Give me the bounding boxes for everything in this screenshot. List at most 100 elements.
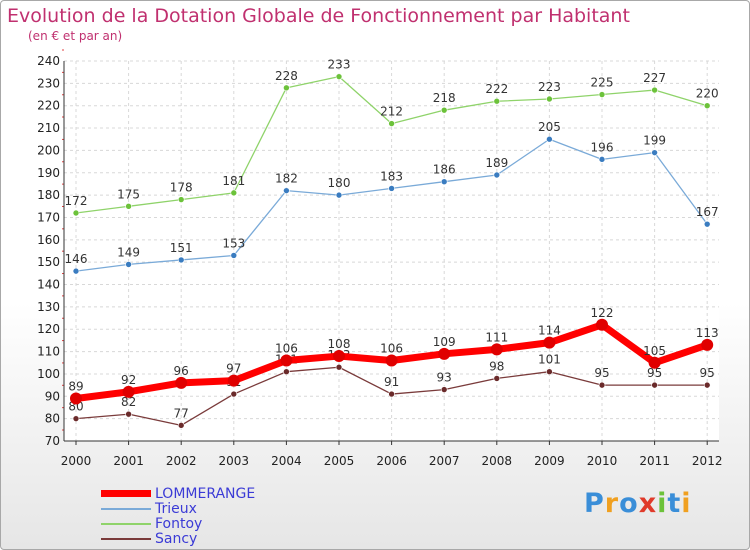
- y-tick-label: 240: [37, 54, 60, 68]
- data-point-trieux: [177, 256, 185, 264]
- x-tick-label: 2002: [166, 454, 197, 468]
- data-point-trieux: [546, 135, 553, 143]
- data-point-fontoy: [651, 86, 658, 94]
- logo-letter: x: [638, 488, 658, 519]
- data-label-fontoy: 233: [328, 58, 351, 72]
- data-point-sancy: [546, 368, 553, 376]
- y-tick-label: 130: [37, 300, 60, 314]
- legend-item-sancy: Sancy: [101, 530, 255, 547]
- legend-label: Sancy: [155, 530, 198, 547]
- legend-label: Fontoy: [155, 515, 203, 532]
- y-tick-label: 190: [37, 166, 60, 180]
- x-tick-label: 2003: [219, 454, 250, 468]
- x-tick-label: 2010: [587, 454, 618, 468]
- logo-letter: i: [681, 488, 692, 519]
- data-point-sancy: [125, 410, 132, 418]
- data-label-trieux: 167: [696, 205, 719, 219]
- logo-letter: o: [619, 488, 639, 519]
- data-point-fontoy: [546, 95, 553, 103]
- data-point-sancy: [388, 390, 395, 398]
- data-label-trieux: 182: [275, 172, 298, 186]
- data-label-fontoy: 223: [538, 80, 561, 94]
- data-point-trieux: [598, 156, 606, 163]
- data-point-sancy: [230, 390, 238, 398]
- data-label-fontoy: 228: [275, 69, 298, 83]
- line-chart: 7080901001101201301401501601701801902002…: [37, 49, 723, 468]
- x-tick-label: 2011: [639, 454, 670, 468]
- data-label-sancy: 93: [437, 371, 452, 385]
- data-point-trieux: [388, 185, 395, 192]
- data-point-trieux: [125, 261, 132, 268]
- data-label-lommerange: 105: [643, 344, 666, 358]
- data-point-lommerange: [175, 376, 188, 389]
- x-tick-label: 2001: [113, 454, 144, 468]
- data-label-lommerange: 114: [538, 324, 561, 338]
- y-tick-label: 180: [37, 188, 60, 202]
- logo-letter: t: [667, 488, 682, 519]
- data-label-trieux: 199: [643, 134, 666, 148]
- data-point-sancy: [598, 381, 606, 389]
- data-label-fontoy: 220: [696, 87, 719, 101]
- data-label-lommerange: 92: [121, 373, 136, 387]
- chart-subtitle: (en € et par an): [28, 29, 123, 43]
- data-point-lommerange: [438, 347, 451, 360]
- data-point-fontoy: [703, 102, 711, 110]
- x-tick-label: 2008: [482, 454, 513, 468]
- x-tick-label: 2006: [376, 454, 407, 468]
- legend-swatch: [101, 507, 151, 510]
- data-point-lommerange: [70, 392, 82, 405]
- data-label-trieux: 189: [485, 156, 508, 170]
- data-point-trieux: [230, 252, 238, 259]
- data-label-trieux: 196: [591, 140, 614, 154]
- legend: LOMMERANGE Trieux Fontoy Sancy: [101, 486, 255, 547]
- legend-swatch: [101, 537, 151, 540]
- data-point-lommerange: [490, 343, 503, 356]
- data-point-sancy: [335, 363, 343, 371]
- y-tick-label: 100: [37, 367, 60, 381]
- data-label-trieux: 183: [380, 169, 403, 183]
- data-label-fontoy: 227: [643, 71, 666, 85]
- legend-swatch: [101, 490, 151, 497]
- data-point-fontoy: [283, 84, 290, 92]
- data-label-fontoy: 225: [591, 76, 614, 90]
- data-label-fontoy: 212: [380, 105, 403, 119]
- x-tick-label: 2012: [692, 454, 723, 468]
- data-label-lommerange: 108: [328, 337, 351, 351]
- data-point-trieux: [440, 178, 448, 186]
- data-label-fontoy: 181: [222, 174, 245, 188]
- data-label-trieux: 146: [65, 252, 88, 266]
- data-point-fontoy: [72, 209, 80, 217]
- x-tick-label: 2000: [61, 454, 92, 468]
- data-point-trieux: [72, 267, 80, 275]
- proxiti-logo: Proxiti: [584, 488, 692, 519]
- y-tick-label: 220: [37, 99, 60, 113]
- data-point-lommerange: [385, 354, 398, 367]
- data-label-trieux: 151: [170, 241, 193, 255]
- data-point-lommerange: [648, 356, 661, 369]
- logo-letter: r: [604, 488, 620, 519]
- data-point-trieux: [335, 191, 343, 199]
- logo-letter: i: [657, 488, 668, 519]
- y-tick-label: 150: [37, 255, 60, 269]
- legend-item-fontoy: Fontoy: [101, 515, 255, 532]
- y-tick-label: 110: [37, 345, 60, 359]
- data-label-lommerange: 106: [380, 342, 403, 356]
- y-tick-label: 210: [37, 121, 60, 135]
- data-point-fontoy: [177, 196, 185, 203]
- data-point-fontoy: [598, 91, 606, 98]
- x-tick-label: 2004: [271, 454, 302, 468]
- data-point-lommerange: [543, 336, 556, 349]
- data-label-trieux: 205: [538, 120, 561, 134]
- y-tick-label: 170: [37, 210, 60, 224]
- y-tick-label: 140: [37, 278, 60, 292]
- data-point-sancy: [493, 375, 501, 382]
- data-point-trieux: [283, 187, 290, 194]
- data-label-fontoy: 172: [65, 194, 88, 208]
- data-point-fontoy: [335, 73, 343, 80]
- data-point-lommerange: [122, 385, 135, 398]
- data-label-sancy: 95: [700, 366, 715, 380]
- data-point-trieux: [493, 171, 501, 179]
- legend-item-lommerange: LOMMERANGE: [101, 486, 255, 502]
- data-label-lommerange: 109: [433, 335, 456, 349]
